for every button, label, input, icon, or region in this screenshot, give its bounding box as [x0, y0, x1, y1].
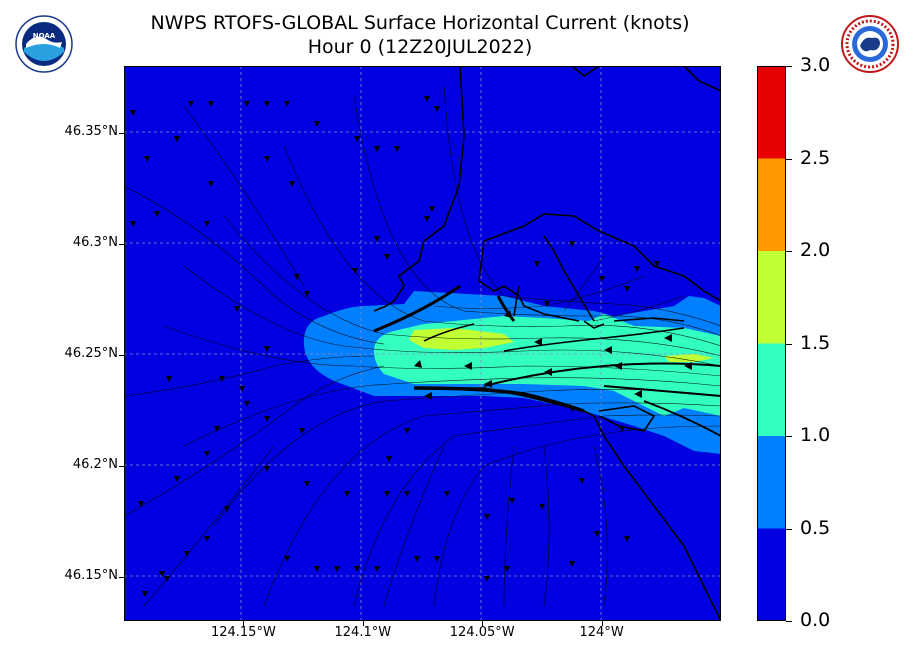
region-1.5-2.0	[409, 328, 514, 350]
noaa-logo: NOAA	[15, 15, 73, 73]
colorbar-tick-label: 2.5	[800, 146, 831, 169]
nws-logo	[841, 15, 899, 73]
arrowheads	[130, 96, 692, 597]
colorbar-segment	[757, 436, 786, 529]
svg-text:NOAA: NOAA	[33, 32, 56, 40]
colorbar-tick-mark	[786, 343, 792, 345]
colorbar-tick-label: 1.0	[800, 424, 831, 446]
colorbar-segment	[757, 66, 786, 159]
x-tick-mark	[601, 621, 603, 626]
gridlines	[124, 66, 721, 621]
streamlines	[124, 85, 721, 607]
coastline	[373, 66, 721, 621]
y-tick-label: 46.15°N	[64, 567, 118, 583]
colorbar-segment	[757, 343, 786, 436]
y-tick-label: 46.3°N	[72, 234, 118, 250]
colorbar-segment	[757, 158, 786, 251]
colorbar-tick-mark	[786, 251, 792, 252]
colorbar-tick-label: 1.5	[800, 331, 831, 354]
colorbar-segment	[757, 528, 786, 621]
x-tick-label: 124.1°W	[334, 625, 392, 640]
y-tick-mark	[119, 132, 124, 134]
x-tick-mark	[482, 621, 484, 626]
title-line1: NWPS RTOFS-GLOBAL Surface Horizontal Cur…	[150, 12, 690, 34]
strong-streamlines	[373, 284, 721, 437]
y-tick-mark	[119, 465, 124, 467]
colorbar-tick-label: 0.5	[800, 516, 831, 539]
title-line2: Hour 0 (12Z20JUL2022)	[307, 36, 533, 58]
colorbar-tick-label: 3.0	[800, 54, 831, 76]
colorbar-tick-label: 0.0	[800, 609, 831, 631]
current-map	[124, 66, 721, 621]
y-tick-label: 46.25°N	[64, 345, 118, 361]
colorbar-tick-mark	[786, 158, 792, 160]
y-tick-label: 46.2°N	[72, 456, 118, 472]
colorbar	[757, 66, 786, 621]
colorbar-segment	[757, 251, 786, 344]
colorbar-tick-label: 2.0	[800, 239, 831, 261]
x-tick-label: 124°W	[579, 625, 624, 640]
x-tick-label: 124.15°W	[210, 625, 276, 640]
y-tick-mark	[119, 243, 124, 245]
scattered-arrows	[130, 96, 660, 597]
x-tick-mark	[243, 621, 245, 626]
region-1.5-2.0-east	[664, 354, 714, 362]
colorbar-tick-mark	[786, 528, 792, 530]
colorbar-tick-mark	[786, 66, 792, 67]
colorbar-tick-mark	[786, 436, 792, 437]
y-tick-label: 46.35°N	[64, 123, 118, 139]
x-tick-label: 124.05°W	[449, 625, 515, 640]
x-tick-mark	[362, 621, 364, 626]
colorbar-tick-mark	[786, 621, 792, 622]
y-tick-mark	[119, 576, 124, 578]
y-tick-mark	[119, 354, 124, 356]
